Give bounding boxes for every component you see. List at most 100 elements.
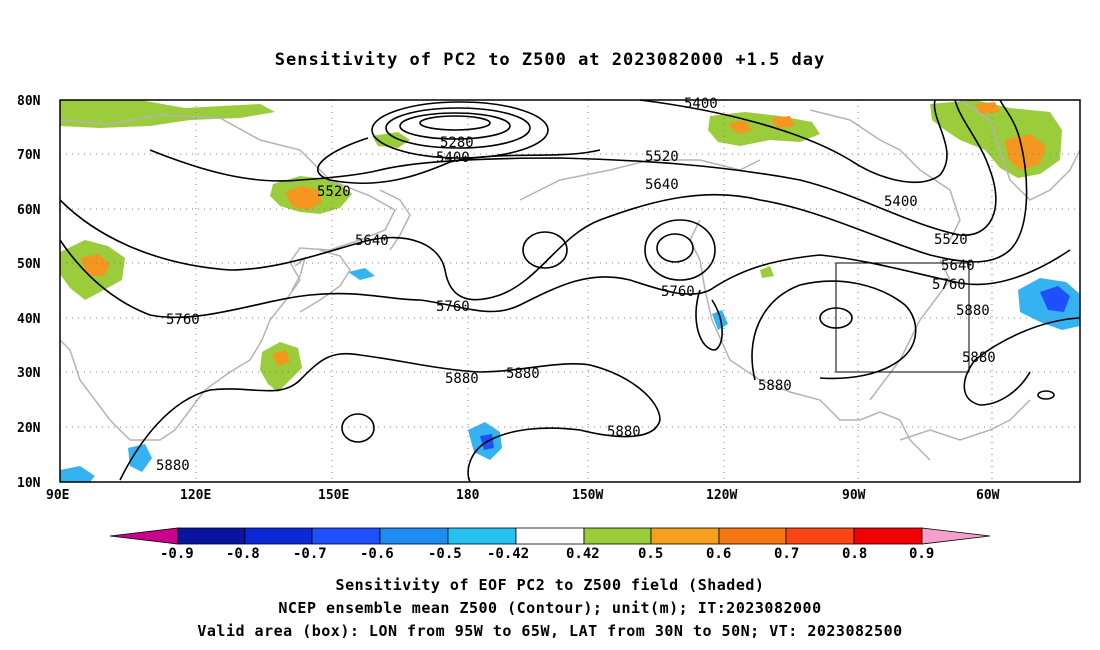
colorbar-label: -0.6 [360, 546, 394, 562]
colorbar-segment [718, 527, 787, 545]
shade-green-ne-asia [60, 100, 275, 128]
colorbar-segment [379, 527, 449, 545]
contour-5880-ocean [963, 317, 1081, 406]
shade-blue-japan [348, 268, 375, 280]
contour-label: 5760 [436, 299, 470, 315]
shade-orange-alaska [728, 120, 752, 134]
shade-orange-philippines [272, 350, 290, 366]
contour-label: 5520 [317, 184, 351, 200]
map-title: Sensitivity of PC2 to Z500 at 2023082000… [274, 50, 826, 70]
map-figure: 5400 5280 5400 5520 5640 5520 5400 5640 … [17, 94, 1081, 562]
contour-label: 5640 [645, 177, 679, 193]
lon-label: 180 [456, 488, 480, 503]
shade-green-canada-small [760, 266, 774, 278]
coast-south-america [899, 399, 1031, 441]
valid-area-box [835, 262, 970, 373]
lon-label: 120E [180, 488, 211, 503]
z500-contours [59, 99, 1081, 483]
colorbar-label: 0.8 [842, 546, 867, 562]
contour-label: 5280 [440, 135, 474, 151]
lon-label: 90W [842, 488, 866, 503]
contour-label: 5640 [355, 233, 389, 249]
lon-label: 90E [46, 488, 69, 503]
contour-high-north-atlantic [695, 289, 723, 351]
latitude-axis: 80N 70N 60N 50N 40N 30N 20N 10N [17, 94, 41, 491]
lat-label: 20N [17, 421, 41, 436]
contour-label: 5640 [941, 258, 975, 274]
contour-small-low [1037, 390, 1055, 400]
shade-orange-alaska2 [770, 116, 795, 128]
contour-low-center [419, 115, 491, 131]
contour-label: 5880 [445, 371, 479, 387]
colorbar-segment [177, 527, 246, 545]
lon-label: 60W [976, 488, 1000, 503]
contour-low-ring3 [385, 107, 531, 149]
contour-small-high [341, 413, 375, 443]
contour-label: 5400 [684, 96, 718, 112]
contour-label: 5880 [758, 378, 792, 394]
coast-asia [59, 114, 396, 441]
colorbar-label: -0.9 [160, 546, 194, 562]
contour-cutoff-low-1 [522, 231, 568, 269]
coast-canada-arctic [809, 109, 961, 241]
coastlines [59, 99, 1081, 461]
coast-north-america [689, 219, 931, 461]
colorbar-segment [515, 527, 585, 545]
colorbar-label: 0.7 [774, 546, 799, 562]
shade-green-philippines [260, 342, 302, 392]
colorbar-label: -0.7 [293, 546, 327, 562]
contour-5880-atlantic [751, 280, 917, 381]
contour-label: 5520 [645, 149, 679, 165]
colorbar-left-triangle [109, 527, 179, 545]
shade-orange-greenland [1005, 134, 1046, 170]
lon-label: 150E [318, 488, 349, 503]
contour-5400-north [639, 99, 948, 183]
colorbar: -0.9 -0.8 -0.7 -0.6 -0.5 -0.42 0.42 0.5 … [109, 527, 991, 562]
shade-blue-scs [128, 444, 152, 472]
shade-blue-sw [60, 466, 95, 482]
lat-label: 50N [17, 257, 41, 272]
contour-5400-west [317, 137, 601, 185]
contour-label: 5760 [932, 277, 966, 293]
lat-label: 80N [17, 94, 41, 109]
contour-label: 5400 [436, 150, 470, 166]
colorbar-label: -0.8 [226, 546, 260, 562]
caption-contour: NCEP ensemble mean Z500 (Contour); unit(… [278, 599, 822, 617]
lat-label: 40N [17, 312, 41, 327]
lon-label: 120W [706, 488, 737, 503]
contour-label: 5760 [661, 284, 695, 300]
shade-orange-siberia [285, 186, 322, 210]
colorbar-segment [785, 527, 855, 545]
shade-green-arctic [372, 132, 410, 148]
caption-valid-area: Valid area (box): LON from 95W to 65W, L… [197, 622, 903, 640]
caption-shading: Sensitivity of EOF PC2 to Z500 field (Sh… [335, 576, 765, 594]
colorbar-segment [244, 527, 313, 545]
colorbar-segment [650, 527, 720, 545]
shaded-sensitivity [60, 100, 1080, 482]
colorbar-label: 0.6 [706, 546, 731, 562]
coast-kamchatka [379, 189, 411, 251]
map-frame [59, 99, 1081, 483]
colorbar-right-triangle [921, 527, 991, 545]
lat-label: 30N [17, 366, 41, 381]
colorbar-label: -0.5 [428, 546, 462, 562]
lat-label: 60N [17, 203, 41, 218]
shade-green-alaska [708, 112, 820, 146]
lat-label: 10N [17, 476, 41, 491]
contour-5640 [59, 99, 1028, 301]
contour-cutoff-low-2 [656, 233, 694, 263]
contour-5520 [149, 99, 997, 236]
colorbar-label: 0.42 [566, 546, 600, 562]
contour-label: 5760 [166, 312, 200, 328]
contour-5280 [399, 112, 511, 140]
contour-label: 5880 [506, 366, 540, 382]
lon-label: 150W [572, 488, 603, 503]
colorbar-segment [853, 527, 923, 545]
contour-labels: 5400 5280 5400 5520 5640 5520 5400 5640 … [156, 96, 996, 474]
longitude-axis: 90E 120E 150E 180 150W 120W 90W 60W [46, 488, 1000, 503]
contour-label: 5880 [156, 458, 190, 474]
colorbar-segment [447, 527, 517, 545]
shade-darkblue-atlantic [1040, 286, 1070, 312]
contour-label: 5880 [962, 350, 996, 366]
contour-cutoff-low-3 [644, 219, 716, 281]
